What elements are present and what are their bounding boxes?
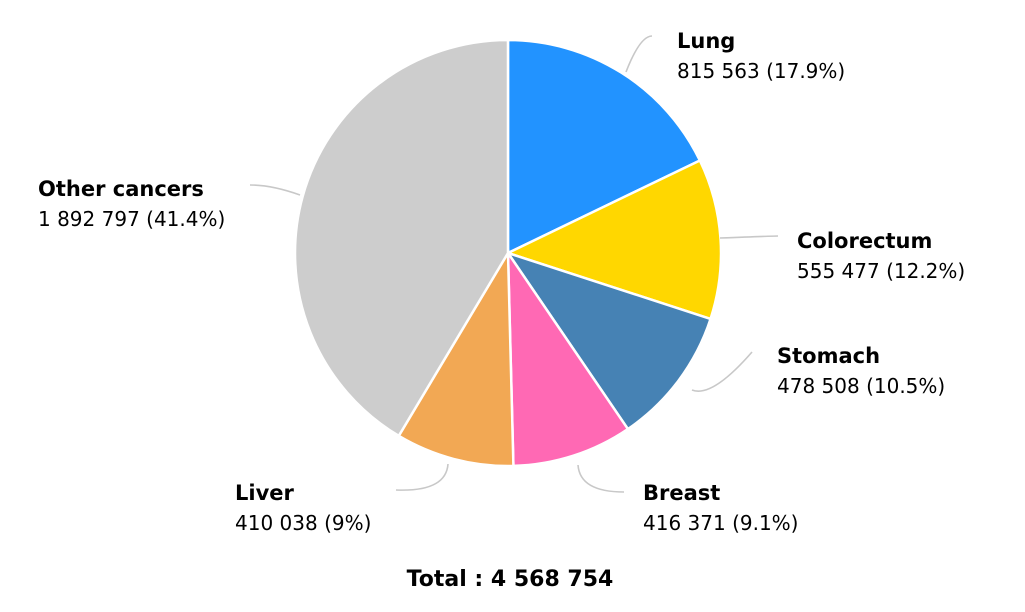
slice-label-name: Other cancers	[38, 177, 204, 201]
leader-line-colorectum	[719, 235, 779, 239]
slice-other-cancers[interactable]	[293, 38, 510, 438]
slice-lung[interactable]	[506, 38, 702, 255]
slice-label-value: 478 508 (10.5%)	[777, 374, 945, 398]
slice-label-name: Breast	[643, 481, 720, 505]
leader-lines	[249, 35, 779, 493]
total-label: Total : 4 568 754	[407, 567, 614, 592]
leader-line-breast	[577, 464, 625, 493]
slice-stomach[interactable]	[504, 250, 713, 431]
slice-label-name: Stomach	[777, 344, 880, 368]
leader-line-lung	[625, 35, 653, 73]
slice-breast[interactable]	[506, 248, 630, 468]
slice-label-name: Liver	[235, 481, 295, 505]
slice-labels: Lung 815 563 (17.9%) Colorectum 555 477 (12…	[38, 29, 965, 535]
pie-slices	[293, 38, 723, 468]
leader-line-stomach	[691, 351, 753, 392]
slice-label-value: 1 892 797 (41.4%)	[38, 207, 225, 231]
slice-label-name: Colorectum	[797, 229, 932, 253]
slice-label-value: 815 563 (17.9%)	[677, 59, 845, 83]
slice-liver[interactable]	[397, 248, 515, 468]
leader-line-liver	[395, 463, 449, 491]
slice-label-value: 555 477 (12.2%)	[797, 259, 965, 283]
slice-label-name: Lung	[677, 29, 735, 53]
leader-line-other-cancers	[249, 184, 301, 196]
slice-label-value: 416 371 (9.1%)	[643, 511, 798, 535]
slice-label-value: 410 038 (9%)	[235, 511, 371, 535]
